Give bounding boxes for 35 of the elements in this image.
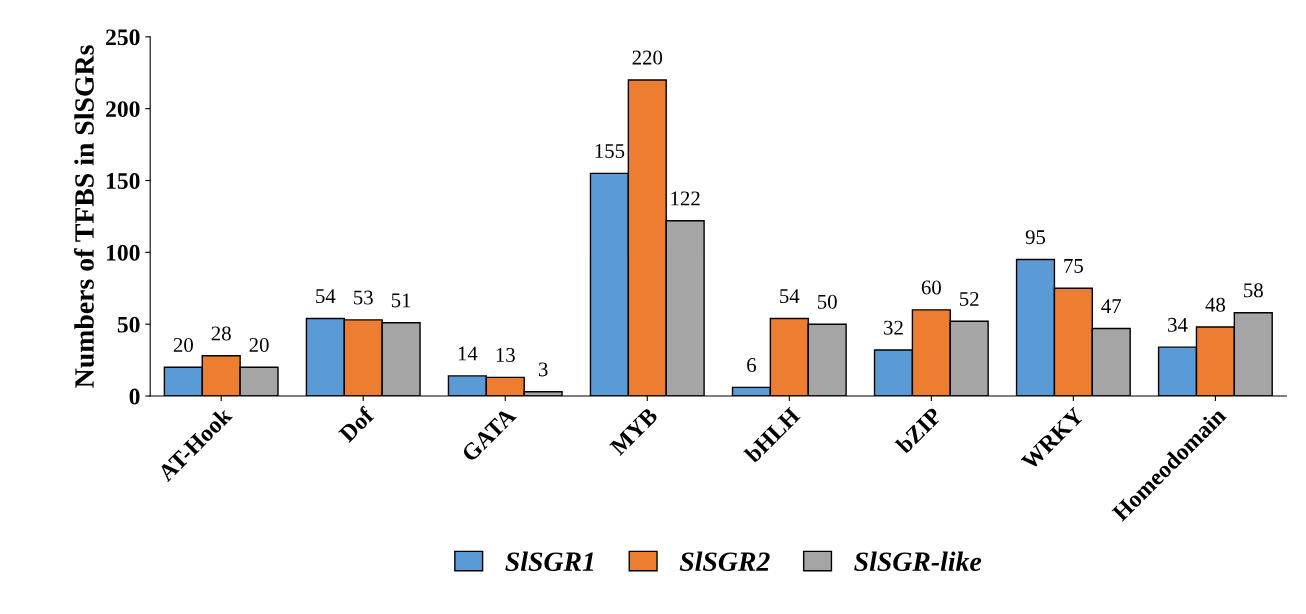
- data-label: 58: [1244, 283, 1263, 298]
- data-label: 95: [1025, 230, 1046, 245]
- data-label: 60: [921, 280, 941, 295]
- y-tick-label: 200: [106, 101, 140, 118]
- y-tick-label: 150: [106, 173, 140, 189]
- y-axis-title: Numbers of TFBS in SlSGRs: [74, 45, 94, 388]
- data-label: 50: [817, 294, 837, 309]
- data-label: 14: [458, 346, 478, 361]
- data-label: 54: [780, 289, 800, 304]
- data-label: 53: [354, 290, 373, 305]
- legend-label: SlSGR1: [505, 551, 594, 572]
- data-label: 20: [249, 337, 269, 352]
- data-label: 13: [496, 348, 515, 363]
- data-label: 51: [391, 293, 411, 308]
- legend-label: SlSGR-like: [854, 551, 982, 572]
- data-label: 54: [316, 289, 336, 304]
- data-label: 3: [538, 362, 548, 377]
- data-label: 75: [1064, 259, 1083, 273]
- data-label: 122: [671, 191, 700, 206]
- data-label: 48: [1205, 297, 1226, 312]
- x-tick-label: Dof: [337, 405, 376, 444]
- data-label: 52: [960, 291, 979, 306]
- data-label: 32: [884, 320, 903, 335]
- data-label: 220: [632, 50, 663, 65]
- data-label: 47: [1101, 299, 1122, 313]
- data-label: 6: [747, 358, 757, 373]
- y-tick-label: 50: [117, 316, 140, 333]
- data-label: 28: [211, 326, 231, 341]
- y-tick-label: 100: [106, 244, 140, 261]
- y-tick-label: 250: [106, 29, 140, 46]
- data-label: 34: [1168, 317, 1188, 332]
- legend-label: SlSGR2: [679, 551, 770, 572]
- data-label: 155: [595, 144, 625, 158]
- y-tick-label: 0: [129, 388, 140, 405]
- data-label: 20: [173, 337, 193, 352]
